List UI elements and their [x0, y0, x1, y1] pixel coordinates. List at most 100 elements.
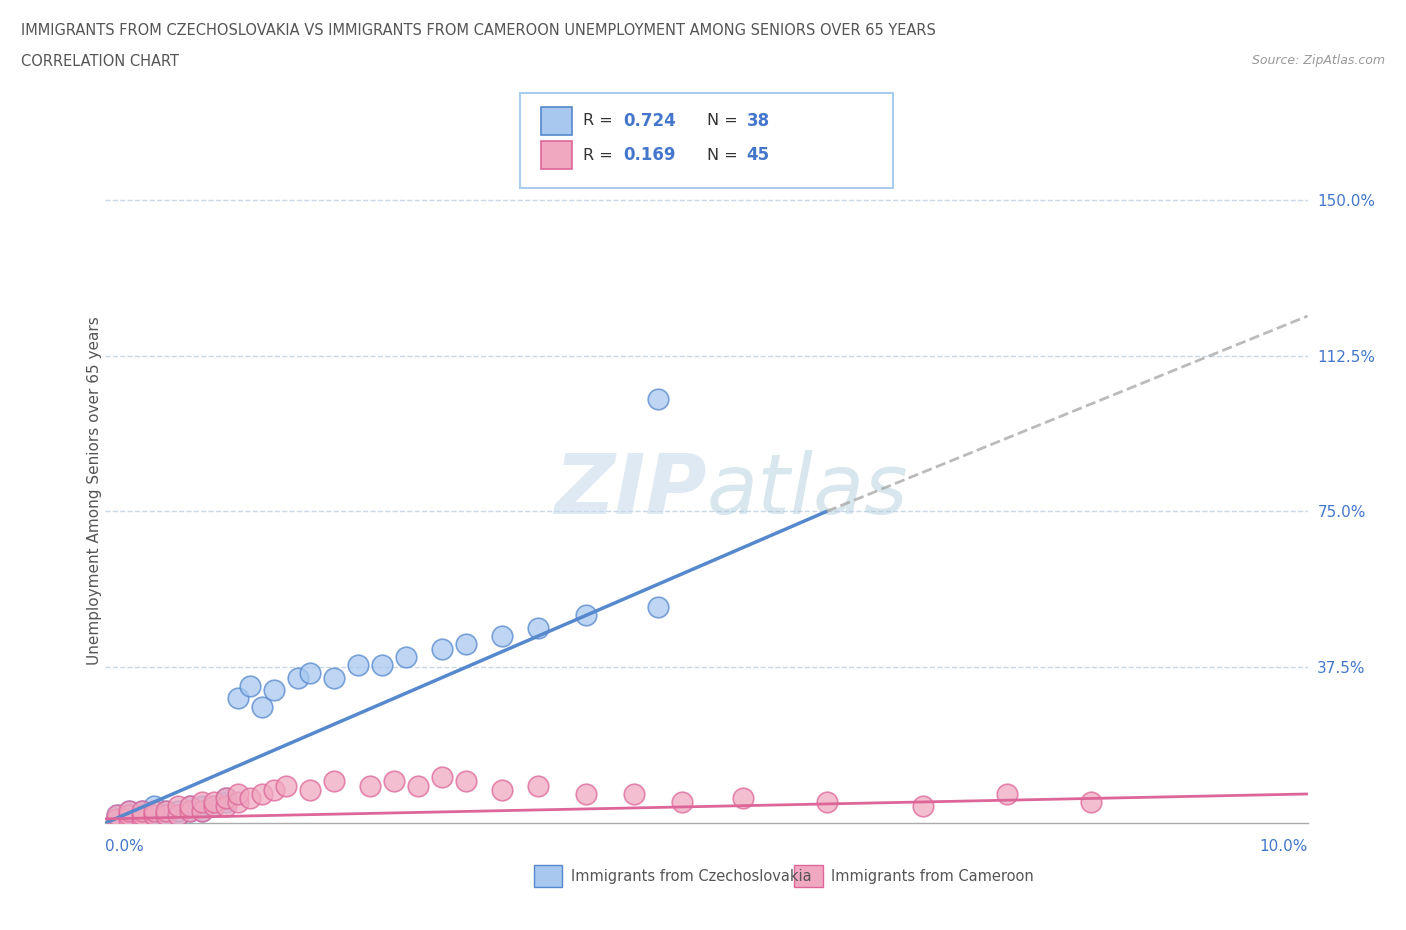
Point: [322, 671, 344, 685]
Text: Immigrants from Cameroon: Immigrants from Cameroon: [831, 869, 1033, 883]
Point: [131, 812, 153, 827]
Point: [527, 778, 550, 793]
Point: [118, 807, 141, 822]
Point: [155, 807, 177, 822]
Point: [118, 812, 141, 827]
Text: 0.0%: 0.0%: [105, 839, 145, 854]
Point: [359, 778, 381, 793]
Point: [731, 790, 754, 805]
Point: [263, 683, 285, 698]
Point: [190, 799, 212, 814]
Text: 38: 38: [747, 112, 769, 130]
Point: [226, 795, 249, 810]
Point: [274, 778, 297, 793]
Point: [142, 807, 165, 822]
Point: [142, 804, 165, 818]
Y-axis label: Unemployment Among Seniors over 65 years: Unemployment Among Seniors over 65 years: [87, 316, 101, 665]
Point: [527, 620, 550, 635]
Point: [118, 807, 141, 822]
Point: [226, 787, 249, 802]
Point: [382, 774, 405, 789]
Text: atlas: atlas: [707, 450, 908, 531]
Point: [214, 795, 236, 810]
Point: [371, 658, 394, 672]
Point: [491, 629, 513, 644]
Point: [142, 807, 165, 822]
Point: [575, 787, 598, 802]
Point: [226, 691, 249, 706]
Point: [430, 770, 453, 785]
Point: [118, 804, 141, 818]
Point: [815, 795, 838, 810]
Point: [142, 799, 165, 814]
Point: [118, 804, 141, 818]
Point: [107, 812, 129, 827]
Point: [395, 649, 418, 664]
Point: [179, 804, 201, 818]
Text: N =: N =: [707, 113, 744, 128]
Point: [202, 795, 225, 810]
Point: [202, 799, 225, 814]
Point: [107, 807, 129, 822]
Point: [107, 807, 129, 822]
Point: [155, 804, 177, 818]
Point: [239, 679, 262, 694]
Point: [911, 799, 934, 814]
Point: [406, 778, 429, 793]
Point: [155, 812, 177, 827]
Point: [190, 804, 212, 818]
Point: [214, 799, 236, 814]
Text: N =: N =: [707, 148, 744, 163]
Point: [214, 790, 236, 805]
Point: [250, 699, 273, 714]
Point: [202, 799, 225, 814]
Point: [179, 799, 201, 814]
Point: [131, 812, 153, 827]
Point: [155, 804, 177, 818]
Point: [995, 787, 1018, 802]
Text: Source: ZipAtlas.com: Source: ZipAtlas.com: [1251, 54, 1385, 67]
Point: [575, 608, 598, 623]
Point: [647, 392, 669, 406]
Point: [298, 666, 321, 681]
Text: 45: 45: [747, 146, 769, 165]
Point: [131, 804, 153, 818]
Point: [131, 804, 153, 818]
Point: [166, 807, 188, 822]
Point: [166, 799, 188, 814]
Text: 0.724: 0.724: [623, 112, 676, 130]
Point: [250, 787, 273, 802]
Point: [322, 774, 344, 789]
Text: CORRELATION CHART: CORRELATION CHART: [21, 54, 179, 69]
Point: [190, 795, 212, 810]
Point: [118, 812, 141, 827]
Point: [131, 807, 153, 822]
Point: [214, 790, 236, 805]
Text: 0.169: 0.169: [623, 146, 675, 165]
Point: [179, 799, 201, 814]
Point: [179, 804, 201, 818]
Point: [491, 782, 513, 797]
Point: [430, 641, 453, 656]
Point: [298, 782, 321, 797]
Text: R =: R =: [583, 113, 619, 128]
Point: [131, 807, 153, 822]
Point: [155, 807, 177, 822]
Point: [166, 807, 188, 822]
Text: 10.0%: 10.0%: [1260, 839, 1308, 854]
Point: [454, 774, 477, 789]
Point: [287, 671, 309, 685]
Point: [107, 812, 129, 827]
Point: [263, 782, 285, 797]
Point: [166, 804, 188, 818]
Text: R =: R =: [583, 148, 619, 163]
Point: [647, 600, 669, 615]
Point: [1080, 795, 1102, 810]
Text: ZIP: ZIP: [554, 450, 707, 531]
Text: Immigrants from Czechoslovakia: Immigrants from Czechoslovakia: [571, 869, 811, 883]
Point: [623, 787, 645, 802]
Text: IMMIGRANTS FROM CZECHOSLOVAKIA VS IMMIGRANTS FROM CAMEROON UNEMPLOYMENT AMONG SE: IMMIGRANTS FROM CZECHOSLOVAKIA VS IMMIGR…: [21, 23, 936, 38]
Point: [671, 795, 693, 810]
Point: [347, 658, 370, 672]
Point: [454, 637, 477, 652]
